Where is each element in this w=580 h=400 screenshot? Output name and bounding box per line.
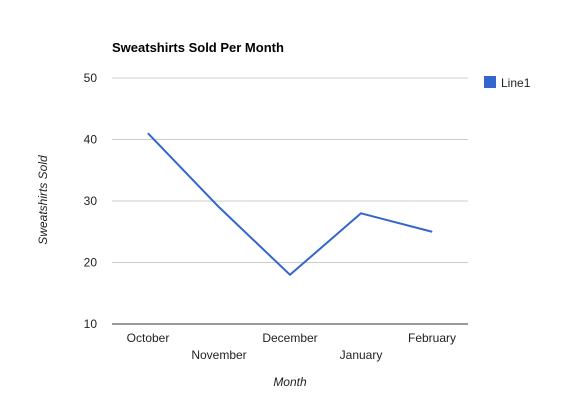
data-point	[360, 212, 362, 214]
chart-title: Sweatshirts Sold Per Month	[112, 40, 284, 55]
legend: Line1	[484, 76, 531, 90]
legend-label: Line1	[501, 76, 531, 90]
x-tick-label: February	[408, 331, 456, 345]
y-tick-label: 50	[84, 71, 98, 85]
y-axis-ticks: 10 20 30 40 50	[84, 71, 98, 331]
x-tick-label: January	[340, 348, 383, 362]
y-tick-label: 30	[84, 194, 98, 208]
x-axis-ticks: October November December January February	[127, 331, 456, 362]
data-point	[147, 132, 149, 134]
data-point	[289, 274, 291, 276]
data-point	[218, 206, 220, 208]
x-tick-label: November	[191, 348, 246, 362]
data-point	[431, 231, 433, 233]
gridlines	[112, 77, 468, 325]
y-tick-label: 40	[84, 133, 98, 147]
series-line	[147, 132, 433, 276]
y-tick-label: 20	[84, 256, 98, 270]
x-axis-title: Month	[273, 375, 307, 389]
x-tick-label: October	[127, 331, 170, 345]
y-tick-label: 10	[84, 317, 98, 331]
y-axis-title: Sweatshirts Sold	[36, 155, 50, 245]
x-tick-label: December	[262, 331, 317, 345]
legend-swatch	[484, 76, 496, 88]
series-lines	[147, 132, 433, 276]
